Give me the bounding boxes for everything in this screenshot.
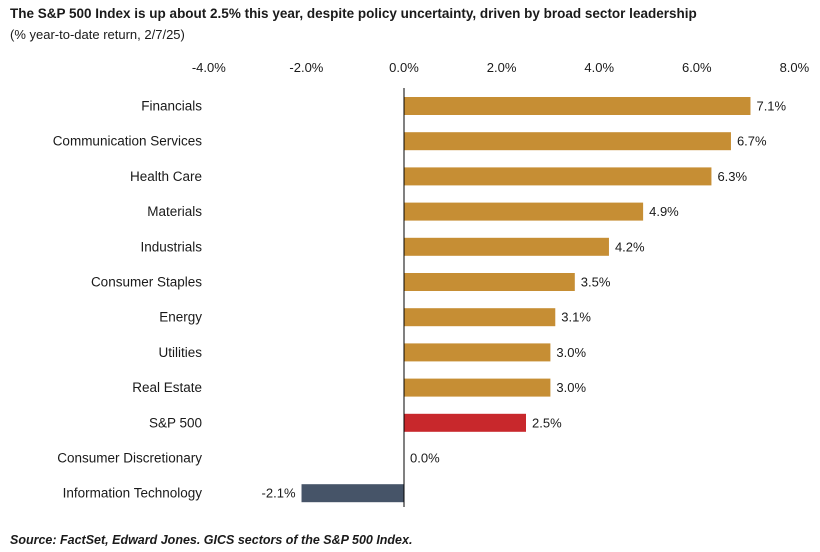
chart-title: The S&P 500 Index is up about 2.5% this … [10, 6, 697, 21]
bar [404, 167, 712, 186]
data-label: 3.0% [556, 345, 586, 360]
bar [404, 202, 644, 221]
category-label: Consumer Staples [91, 275, 202, 290]
x-tick-label: -2.0% [289, 60, 323, 75]
data-label: 0.0% [410, 451, 440, 466]
data-label: 2.5% [532, 415, 562, 430]
category-label: Materials [147, 204, 202, 219]
category-label: Utilities [158, 345, 202, 360]
bar [404, 237, 609, 256]
category-label: Industrials [140, 239, 202, 254]
data-label: 3.5% [581, 275, 611, 290]
data-label: -2.1% [262, 486, 296, 501]
data-label: 3.1% [561, 310, 591, 325]
bar [404, 343, 551, 362]
x-tick-label: -4.0% [192, 60, 226, 75]
data-label: 6.7% [737, 134, 767, 149]
data-label: 4.2% [615, 239, 645, 254]
category-label: Financials [141, 99, 202, 114]
bar [404, 413, 526, 432]
category-label: Information Technology [63, 486, 203, 501]
data-label: 4.9% [649, 204, 679, 219]
x-tick-label: 6.0% [682, 60, 712, 75]
chart-subtitle: (% year-to-date return, 2/7/25) [10, 27, 185, 42]
data-label: 7.1% [756, 99, 786, 114]
category-label: Consumer Discretionary [57, 451, 202, 466]
category-label: Energy [159, 310, 202, 325]
x-tick-label: 0.0% [389, 60, 419, 75]
data-label: 3.0% [556, 380, 586, 395]
data-label: 6.3% [717, 169, 747, 184]
x-tick-label: 4.0% [584, 60, 614, 75]
source-note: Source: FactSet, Edward Jones. GICS sect… [10, 533, 413, 547]
bar [301, 484, 404, 503]
category-label: S&P 500 [149, 415, 202, 430]
category-label: Communication Services [53, 134, 203, 149]
bar [404, 97, 751, 115]
category-label: Real Estate [132, 380, 202, 395]
bar [404, 308, 556, 327]
bar [404, 273, 575, 291]
bar [404, 378, 551, 397]
bar [404, 132, 731, 151]
x-tick-label: 2.0% [487, 60, 517, 75]
category-label: Health Care [130, 169, 202, 184]
x-tick-label: 8.0% [780, 60, 810, 75]
